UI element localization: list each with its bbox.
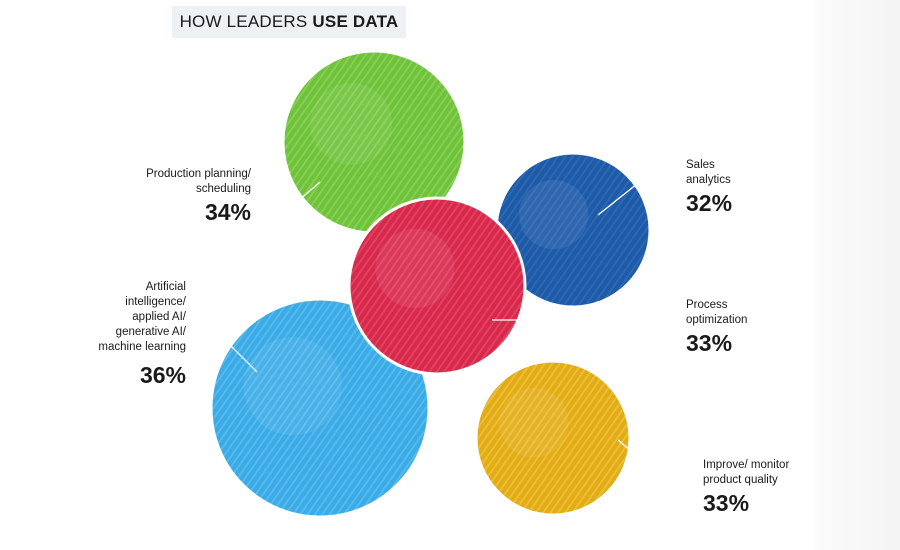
chart-title-bold: USE DATA bbox=[312, 12, 399, 31]
bubble-artificial-intelligence-leader-line bbox=[188, 334, 258, 373]
label-ai-line4: generative AI/ bbox=[115, 326, 186, 338]
label-product-quality-line1: Improve/ monitor bbox=[703, 459, 790, 471]
label-production-planning: Production planning/ scheduling 34% bbox=[105, 167, 251, 226]
bubble-process-optimization-highlight bbox=[375, 228, 455, 308]
bubble-artificial-intelligence bbox=[209, 297, 431, 519]
label-sales-analytics-line2: analytics bbox=[686, 174, 731, 186]
label-product-quality: Improve/ monitor product quality 33% bbox=[703, 458, 813, 517]
bubble-production-planning-highlight bbox=[310, 82, 393, 165]
label-ai-line1: Artificial bbox=[145, 281, 186, 293]
bubble-process-optimization bbox=[347, 196, 527, 376]
label-ai-line5: machine learning bbox=[98, 341, 186, 353]
value-artificial-intelligence: 36% bbox=[139, 362, 186, 388]
bubble-product-quality-highlight bbox=[499, 387, 569, 458]
bubble-sales-analytics-highlight bbox=[519, 179, 589, 250]
value-sales-analytics: 32% bbox=[686, 190, 733, 216]
label-sales-analytics: Sales analytics 32% bbox=[686, 158, 766, 217]
label-process-optimization-line1: Process bbox=[686, 299, 728, 311]
bubble-product-quality bbox=[474, 359, 632, 517]
label-artificial-intelligence: Artificial intelligence/ applied AI/ gen… bbox=[80, 280, 186, 389]
page-edge-shade bbox=[815, 0, 900, 550]
label-product-quality-line2: product quality bbox=[703, 474, 778, 486]
label-sales-analytics-line1: Sales bbox=[686, 159, 715, 171]
label-process-optimization: Process optimization 33% bbox=[686, 298, 776, 357]
bubble-artificial-intelligence-highlight bbox=[243, 337, 342, 436]
chart-title: HOW LEADERS USE DATA bbox=[172, 6, 406, 38]
value-process-optimization: 33% bbox=[686, 330, 733, 356]
bubble-sales-analytics-leader-line bbox=[597, 171, 688, 216]
chart-title-normal: HOW LEADERS bbox=[179, 12, 308, 31]
value-product-quality: 33% bbox=[703, 490, 750, 516]
label-production-planning-line1: Production planning/ bbox=[146, 168, 251, 180]
bubble-product-quality-leader-line bbox=[617, 439, 705, 481]
bubble-production-planning-leader-line bbox=[252, 181, 321, 216]
label-ai-line3: applied AI/ bbox=[132, 311, 186, 323]
label-ai-line2: intelligence/ bbox=[125, 296, 186, 308]
label-production-planning-line2: scheduling bbox=[196, 183, 251, 195]
label-process-optimization-line2: optimization bbox=[686, 314, 748, 326]
value-production-planning: 34% bbox=[204, 199, 251, 225]
